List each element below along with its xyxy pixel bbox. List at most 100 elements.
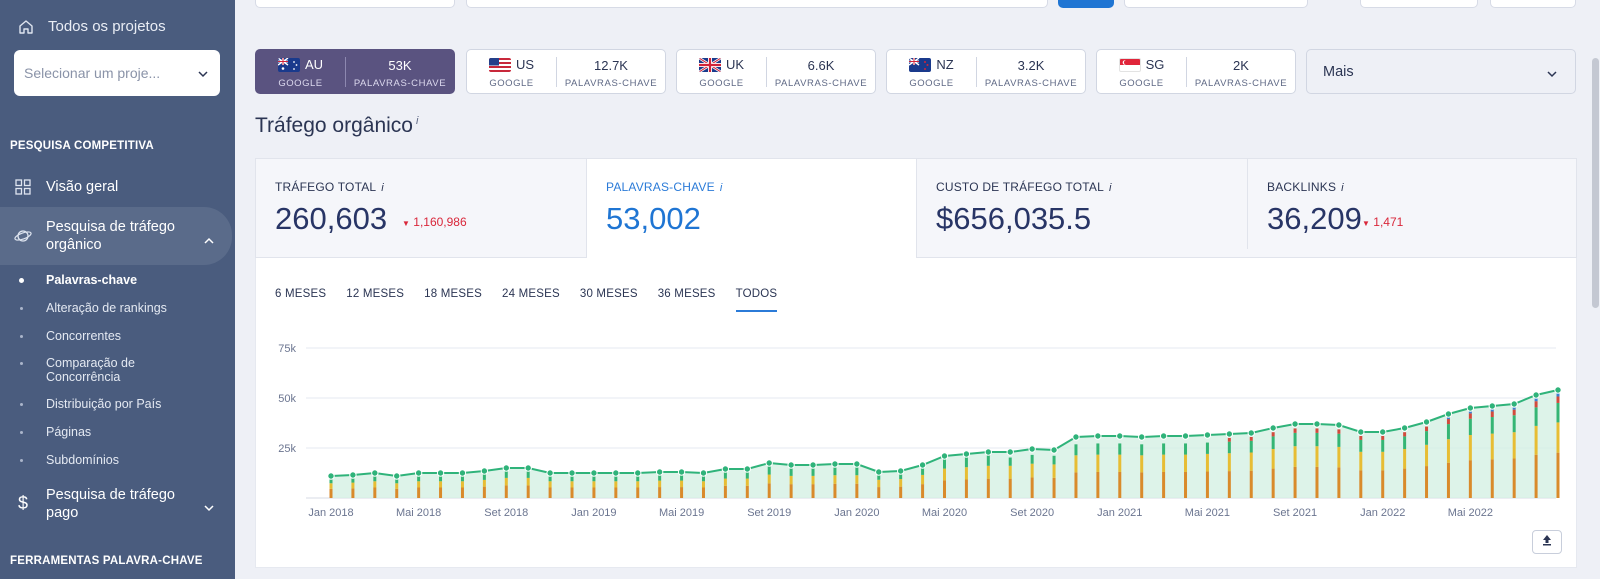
data-point bbox=[590, 469, 598, 477]
tab-30-months[interactable]: 30 MESES bbox=[579, 288, 638, 300]
tab-6-months[interactable]: 6 MESES bbox=[275, 288, 327, 300]
bar-segment bbox=[1556, 402, 1560, 423]
country-tab-uk[interactable]: UK GOOGLE 6.6K PALAVRAS-CHAVE bbox=[676, 49, 876, 94]
toolbar-field[interactable] bbox=[255, 0, 455, 8]
sidebar-subitem-pages[interactable]: Páginas bbox=[46, 425, 92, 439]
x-tick-label: Set 2020 bbox=[1010, 507, 1054, 519]
data-point bbox=[787, 461, 795, 469]
bar-segment bbox=[1359, 439, 1363, 452]
scrollbar-thumb[interactable] bbox=[1592, 58, 1599, 308]
more-countries-select[interactable]: Mais bbox=[1306, 49, 1576, 94]
bar-segment bbox=[395, 477, 399, 484]
tab-24-months[interactable]: 24 MESES bbox=[501, 288, 560, 300]
engine-label: GOOGLE bbox=[699, 78, 744, 89]
bar-segment bbox=[592, 487, 596, 498]
bar-segment bbox=[1118, 443, 1122, 455]
search-input[interactable] bbox=[466, 0, 1048, 8]
sidebar-subitem-competitors[interactable]: Concorrentes bbox=[46, 329, 122, 343]
toolbar-button[interactable] bbox=[1360, 0, 1478, 8]
y-tick-label: 50k bbox=[278, 393, 296, 405]
sidebar-subitem-subdomains[interactable]: Subdomínios bbox=[46, 453, 119, 467]
bar-segment bbox=[636, 475, 640, 482]
stat-traffic-cost[interactable]: CUSTO DE TRÁFEGO TOTAL i $656,035.5 bbox=[917, 159, 1247, 259]
sidebar-item-overview[interactable]: Visão geral bbox=[0, 176, 232, 198]
traffic-chart: 25k 50k 75k Jan 2018 Mai 2018 Set 2018 Jan 201… bbox=[278, 343, 1562, 519]
bar-segment bbox=[833, 483, 837, 498]
chart-panel: 6 MESES 12 MESES 18 MESES 24 MESES 30 ME… bbox=[255, 258, 1577, 568]
sidebar-subitem-competition-comparison[interactable]: Comparação de Concorrência bbox=[46, 356, 135, 384]
country-tab-sg[interactable]: SG GOOGLE 2K PALAVRAS-CHAVE bbox=[1096, 49, 1296, 94]
bar-segment bbox=[811, 475, 815, 485]
info-icon[interactable]: i bbox=[415, 115, 419, 127]
bar-segment bbox=[1446, 462, 1450, 498]
bar-segment bbox=[1227, 453, 1231, 472]
bar-segment bbox=[1468, 435, 1472, 461]
bar-segment bbox=[351, 482, 355, 489]
bar-segment bbox=[855, 466, 859, 476]
sidebar-item-paid-research[interactable]: $ Pesquisa de tráfego pago bbox=[0, 484, 232, 524]
bar-segment bbox=[1512, 405, 1516, 410]
stat-total-traffic[interactable]: TRÁFEGO TOTAL i 260,603 ▼ 1,160,986 bbox=[256, 159, 586, 259]
bar-segment bbox=[1271, 432, 1275, 437]
stat-value: 36,209 bbox=[1267, 201, 1362, 236]
sidebar-item-organic-research[interactable]: Pesquisa de tráfego orgânico bbox=[0, 207, 232, 265]
country-tab-us[interactable]: US GOOGLE 12.7K PALAVRAS-CHAVE bbox=[466, 49, 666, 94]
data-point bbox=[371, 469, 379, 477]
project-select[interactable]: Selecionar um proje... bbox=[14, 50, 220, 96]
scrollbar[interactable] bbox=[1591, 0, 1600, 579]
country-tab-nz[interactable]: NZ GOOGLE 3.2K PALAVRAS-CHAVE bbox=[886, 49, 1086, 94]
bar-segment bbox=[723, 471, 727, 479]
bar-segment bbox=[526, 477, 530, 486]
data-point bbox=[393, 472, 401, 480]
bar-segment bbox=[921, 484, 925, 498]
bar-segment bbox=[417, 481, 421, 488]
keywords-label: PALAVRAS-CHAVE bbox=[774, 78, 868, 89]
data-point bbox=[853, 460, 861, 468]
bar-segment bbox=[1227, 437, 1231, 442]
data-point bbox=[1379, 428, 1387, 436]
tab-12-months[interactable]: 12 MESES bbox=[346, 288, 405, 300]
tab-all[interactable]: TODOS bbox=[735, 288, 778, 312]
bar-segment bbox=[1425, 426, 1429, 432]
tab-18-months[interactable]: 18 MESES bbox=[424, 288, 482, 300]
info-icon[interactable]: i bbox=[381, 182, 384, 194]
stat-label: CUSTO DE TRÁFEGO TOTAL bbox=[936, 180, 1104, 194]
search-button[interactable] bbox=[1058, 0, 1114, 8]
export-button[interactable] bbox=[1532, 530, 1562, 554]
sidebar-subitem-country-distribution[interactable]: Distribuição por País bbox=[46, 397, 162, 411]
sidebar-subitem-keywords[interactable]: Palavras-chave bbox=[46, 273, 138, 287]
bar-segment bbox=[1293, 466, 1297, 498]
info-icon[interactable]: i bbox=[719, 182, 723, 194]
data-point bbox=[349, 471, 357, 479]
x-tick-label: Jan 2018 bbox=[308, 507, 353, 519]
chevron-down-icon bbox=[1547, 66, 1557, 82]
engine-label: GOOGLE bbox=[278, 78, 323, 89]
toolbar-select[interactable] bbox=[1124, 0, 1308, 8]
data-point bbox=[1488, 402, 1496, 410]
bar-segment bbox=[1249, 436, 1253, 441]
all-projects-link[interactable]: Todos os projetos bbox=[18, 18, 166, 35]
keywords-label: PALAVRAS-CHAVE bbox=[984, 78, 1078, 89]
x-tick-label: Mai 2020 bbox=[922, 507, 967, 519]
bar-segment bbox=[1096, 454, 1100, 472]
bar-segment bbox=[1490, 411, 1494, 418]
bar-segment bbox=[1315, 432, 1319, 447]
toolbar-button[interactable] bbox=[1490, 0, 1576, 8]
range-tabs: 6 MESES 12 MESES 18 MESES 24 MESES 30 ME… bbox=[275, 288, 797, 312]
bar-segment bbox=[1096, 471, 1100, 498]
info-icon[interactable]: i bbox=[1109, 182, 1112, 194]
stat-keywords[interactable]: PALAVRAS-CHAVE i 53,002 bbox=[586, 159, 917, 260]
tab-36-months[interactable]: 36 MESES bbox=[657, 288, 716, 300]
bar-segment bbox=[745, 485, 749, 498]
bar-segment bbox=[1534, 425, 1538, 455]
x-tick-label: Mai 2018 bbox=[396, 507, 441, 519]
country-tab-au[interactable]: AU GOOGLE 53K PALAVRAS-CHAVE bbox=[255, 49, 455, 94]
info-icon[interactable]: i bbox=[1341, 182, 1344, 194]
bullet-icon bbox=[20, 459, 23, 462]
stat-backlinks[interactable]: BACKLINKS i 36,209 ▼ 1,471 bbox=[1248, 159, 1578, 259]
project-select-placeholder: Selecionar um proje... bbox=[24, 65, 161, 81]
engine-label: GOOGLE bbox=[909, 78, 954, 89]
bar-segment bbox=[482, 486, 486, 498]
bar-segment bbox=[614, 487, 618, 498]
sidebar-subitem-ranking-changes[interactable]: Alteração de rankings bbox=[46, 301, 167, 315]
